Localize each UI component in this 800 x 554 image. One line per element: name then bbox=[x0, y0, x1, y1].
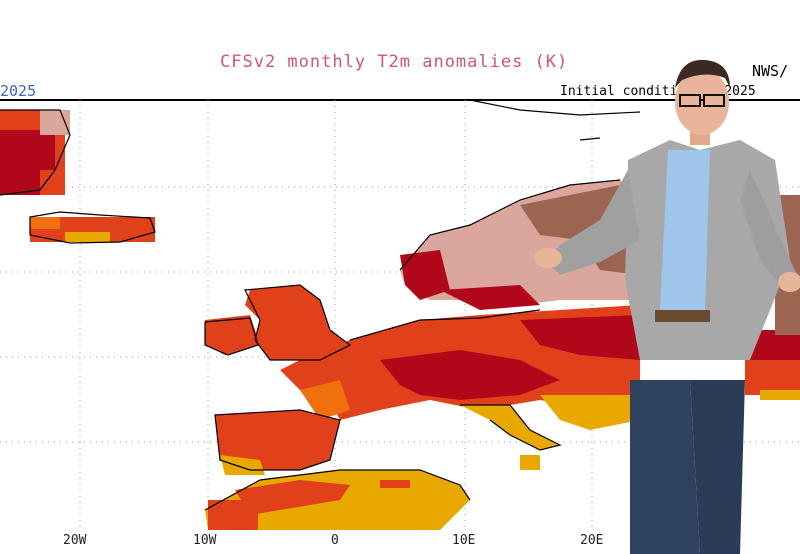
map-title: CFSv2 monthly T2m anomalies (K) bbox=[220, 52, 569, 72]
x-tick-10e: 10E bbox=[452, 533, 476, 548]
british-isles-anomaly bbox=[205, 285, 350, 360]
continental-europe-anomaly bbox=[280, 305, 640, 420]
coastlines bbox=[0, 99, 641, 511]
presenter-figure bbox=[534, 59, 800, 554]
x-tick-20w: 20W bbox=[63, 533, 87, 548]
date-label: 2025 bbox=[0, 82, 37, 100]
x-tick-0: 0 bbox=[331, 533, 339, 548]
north-africa-anomaly bbox=[205, 470, 470, 530]
agency-label: NWS/ bbox=[752, 62, 789, 80]
x-tick-20e: 20E bbox=[580, 533, 604, 548]
iceland-anomaly bbox=[30, 217, 155, 242]
x-tick-10w: 10W bbox=[193, 533, 217, 548]
southern-europe-anomaly bbox=[460, 395, 640, 470]
iberia-anomaly bbox=[215, 410, 340, 475]
greenland-anomaly bbox=[0, 110, 70, 195]
